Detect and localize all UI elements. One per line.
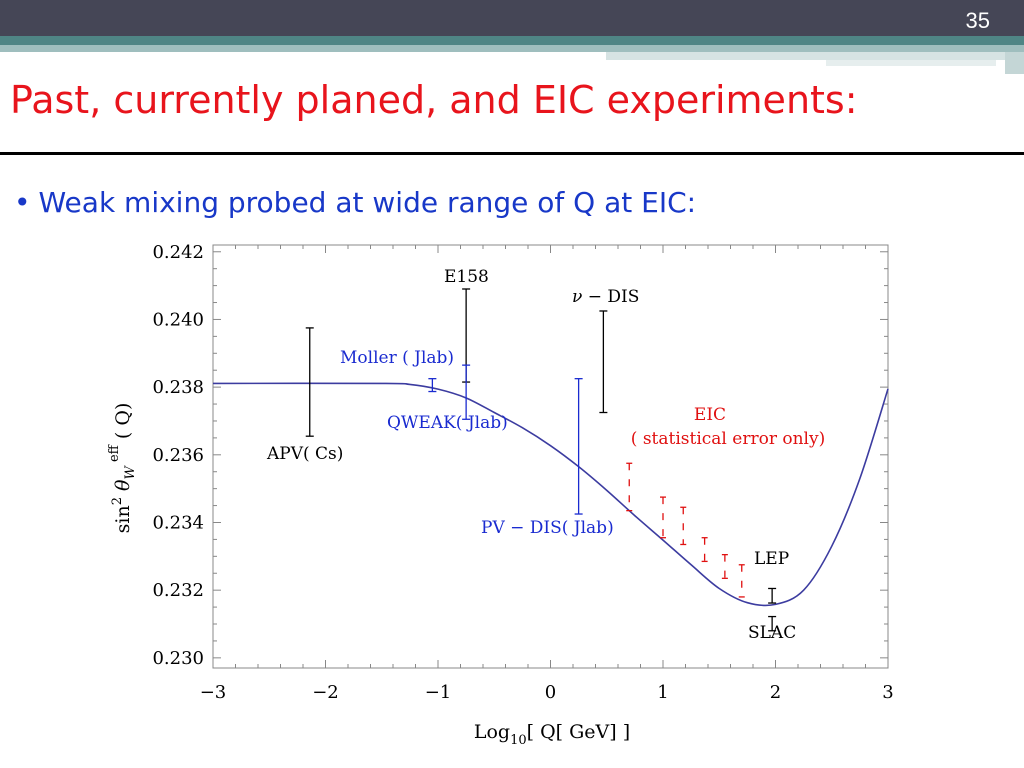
header-bar [0, 0, 1024, 36]
slide-number: 35 [965, 8, 990, 33]
y-tick-label: 0.236 [152, 445, 204, 466]
y-tick-label: 0.238 [152, 377, 204, 398]
lep-label: LEP [754, 549, 789, 569]
y-axis-label: sin2 θW eff ( Q) [107, 403, 138, 534]
header-stripe [0, 36, 1024, 45]
y-tick-label: 0.234 [152, 512, 204, 533]
bullet-item: • Weak mixing probed at wide range of Q a… [14, 186, 696, 219]
x-tick-label: −1 [425, 682, 452, 703]
eic-projection-point [721, 553, 728, 579]
planned-measurement-point [462, 364, 471, 420]
planned-measurement-point [574, 378, 583, 515]
past-measurement-point [305, 327, 314, 437]
moller-label: Moller ( Jlab) [340, 348, 454, 368]
slac-label: SLAC [748, 623, 796, 643]
x-axis-label: Log10[ Q[ GeV] ] [474, 721, 630, 748]
eic-sublabel: ( statistical error only) [631, 429, 825, 449]
y-tick-label: 0.240 [152, 309, 204, 330]
x-tick-label: 1 [657, 682, 668, 703]
planned-measurement-point [428, 378, 437, 393]
eic-label: EIC [694, 405, 726, 425]
x-tick-label: 2 [770, 682, 781, 703]
qweak-label: QWEAK( Jlab) [387, 413, 508, 433]
eic-projection-point [680, 506, 687, 546]
header-stripe-accent [606, 52, 1024, 60]
nu-dis-label: ν − DIS [572, 287, 639, 307]
x-tick-label: 0 [545, 682, 556, 703]
past-measurement-point [599, 310, 608, 414]
slide-title: Past, currently planed, and EIC experime… [10, 78, 858, 122]
pv-dis-label: PV − DIS( Jlab) [481, 518, 614, 538]
header-stripe-accent-small [826, 60, 996, 66]
y-tick-label: 0.230 [152, 648, 204, 669]
past-measurement-point [768, 587, 777, 604]
eic-projection-point [660, 496, 666, 539]
header-stripe-corner [1005, 52, 1024, 74]
y-tick-label: 0.232 [152, 580, 204, 601]
header-stripe-light [0, 45, 1024, 52]
x-tick-label: −2 [312, 682, 339, 703]
bullet-marker: • [14, 186, 31, 219]
sm-prediction-curve [212, 382, 889, 607]
past-measurement-point [768, 615, 777, 632]
y-tick-label: 0.242 [152, 242, 204, 263]
title-divider [0, 152, 1024, 155]
eic-projection-point [738, 564, 745, 598]
x-tick-label: 3 [882, 682, 893, 703]
apv-label: APV( Cs) [266, 444, 343, 464]
eic-projection-point [626, 462, 633, 512]
x-tick-label: −3 [200, 682, 227, 703]
eic-projection-point [701, 537, 708, 563]
bullet-text: Weak mixing probed at wide range of Q at… [38, 186, 697, 219]
e158-label: E158 [444, 267, 489, 287]
